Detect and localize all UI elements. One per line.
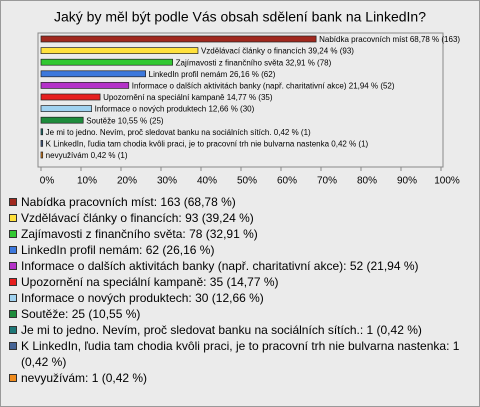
value-label: Zajímavosti z finančního světa 32,91 % (… — [176, 58, 332, 67]
legend-item: Informace o nových produktech: 30 (12,66… — [9, 290, 471, 306]
value-label: Soutěže 10,55 % (25) — [86, 116, 164, 125]
bar — [40, 151, 44, 159]
bar — [40, 93, 101, 101]
bar — [40, 116, 84, 124]
legend-label: Soutěže: 25 (10,55 %) — [21, 307, 141, 321]
value-label: Nabídka pracovních míst 68,78 % (163) — [319, 35, 460, 44]
legend-swatch — [9, 278, 17, 286]
legend-swatch — [9, 198, 17, 206]
value-label: Vzdělávací články o financích 39,24 % (9… — [201, 47, 354, 56]
legend-label: Vzdělávací články o financích: 93 (39,24… — [21, 211, 254, 225]
legend-item: K LinkedIn, ľudia tam chodia kvôli praci… — [9, 338, 471, 370]
x-tick-label: 100% — [434, 176, 460, 187]
value-label: Informace o dalších aktivitách banky (na… — [132, 82, 395, 91]
bar — [40, 82, 130, 89]
legend-label: Upozornění na speciální kampaně: 35 (14,… — [21, 275, 279, 289]
x-tick-label: 50% — [237, 176, 257, 187]
bar — [40, 70, 146, 78]
x-tick-label: 60% — [277, 176, 297, 187]
x-tick-label: 80% — [357, 176, 377, 187]
bar — [40, 35, 317, 43]
legend-item: Vzdělávací články o financích: 93 (39,24… — [9, 210, 471, 226]
legend-label: K LinkedIn, ľudia tam chodia kvôli praci… — [21, 339, 460, 369]
legend-swatch — [9, 262, 17, 270]
x-tick-label: 20% — [117, 176, 137, 187]
legend-item: Informace o dalších aktivitách banky (na… — [9, 258, 471, 274]
x-tick-label: 0% — [40, 176, 55, 187]
x-tick-label: 90% — [397, 176, 417, 187]
legend-swatch — [9, 246, 17, 254]
legend-swatch — [9, 342, 17, 350]
legend-item: Upozornění na speciální kampaně: 35 (14,… — [9, 274, 471, 290]
legend-swatch — [9, 326, 17, 334]
legend-label: Informace o dalších aktivitách banky (na… — [21, 259, 419, 273]
value-label: Upozornění na speciální kampaně 14,77 % … — [103, 93, 273, 102]
legend-item: Zajímavosti z finančního světa: 78 (32,9… — [9, 226, 471, 242]
legend-item: Je mi to jedno. Nevím, proč sledovat ban… — [9, 322, 471, 338]
legend-label: Informace o nových produktech: 30 (12,66… — [21, 291, 264, 305]
value-label: Je mi to jedno. Nevím, proč sledovat ban… — [46, 128, 311, 137]
legend-swatch — [9, 214, 17, 222]
legend-label: nevyužívám: 1 (0,42 %) — [21, 371, 148, 385]
x-tick-label: 40% — [197, 176, 217, 187]
bar — [40, 47, 199, 54]
bar — [40, 128, 44, 136]
legend-item: Soutěže: 25 (10,55 %) — [9, 306, 471, 322]
chart-title: Jaký by měl být podle Vás obsah sdělení … — [54, 9, 426, 25]
legend-label: Zajímavosti z finančního světa: 78 (32,9… — [21, 227, 258, 241]
bar — [40, 140, 44, 147]
bar — [40, 105, 92, 112]
legend: Nabídka pracovních míst: 163 (68,78 %) Vz… — [9, 194, 471, 386]
legend-swatch — [9, 230, 17, 238]
value-label: Informace o nových produktech 12,66 % (3… — [95, 105, 255, 114]
x-tick-label: 10% — [77, 176, 97, 187]
bar — [40, 58, 173, 66]
value-label: LinkedIn profil nemám 26,16 % (62) — [149, 70, 276, 79]
legend-item: LinkedIn profil nemám: 62 (26,16 %) — [9, 242, 471, 258]
legend-item: nevyužívám: 1 (0,42 %) — [9, 370, 471, 386]
value-label: nevyužívám 0,42 % (1) — [46, 151, 128, 160]
legend-swatch — [9, 294, 17, 302]
legend-label: Nabídka pracovních míst: 163 (68,78 %) — [21, 195, 236, 209]
legend-swatch — [9, 374, 17, 382]
legend-label: LinkedIn profil nemám: 62 (26,16 %) — [21, 243, 215, 257]
x-tick-label: 70% — [317, 176, 337, 187]
value-label: K LinkedIn, ľudia tam chodia kvôli praci… — [46, 140, 369, 149]
legend-item: Nabídka pracovních míst: 163 (68,78 %) — [9, 194, 471, 210]
legend-label: Je mi to jedno. Nevím, proč sledovat ban… — [21, 323, 422, 337]
legend-swatch — [9, 310, 17, 318]
x-tick-label: 30% — [157, 176, 177, 187]
plot: Jaký by měl být podle Vás obsah sdělení … — [37, 9, 460, 187]
